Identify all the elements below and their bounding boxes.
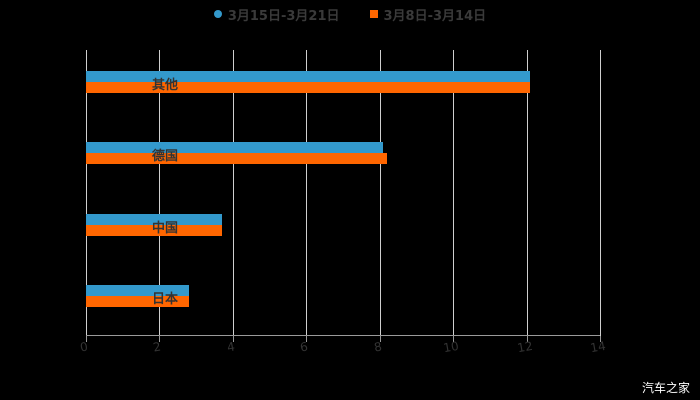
- x-tick-label: 10: [442, 338, 460, 356]
- axis-tick: [306, 336, 308, 342]
- category-label: 日本: [151, 292, 178, 308]
- bar[interactable]: [86, 153, 388, 165]
- gridline: [232, 50, 234, 336]
- legend-item-series-2[interactable]: 3月8日-3月14日: [369, 5, 487, 24]
- x-tick-label: 2: [152, 339, 163, 355]
- gridline: [379, 50, 381, 336]
- bar[interactable]: [86, 81, 531, 93]
- category-label: 德国: [151, 149, 178, 165]
- category-label: 中国: [151, 220, 178, 236]
- gridline: [159, 50, 161, 336]
- bar[interactable]: [86, 285, 189, 297]
- x-tick-label: 14: [589, 338, 607, 356]
- plot-area: 0 2 4 6 8 10 12 14: [79, 50, 607, 355]
- legend-label: 3月15日-3月21日: [227, 8, 340, 24]
- axis-tick: [600, 336, 601, 342]
- legend-swatch-blue-icon: [213, 10, 222, 18]
- x-tick-label: 0: [79, 339, 89, 355]
- gridline: [526, 50, 528, 336]
- x-tick-label: 6: [299, 339, 310, 355]
- legend-label: 3月8日-3月14日: [383, 8, 487, 24]
- axis-tick: [86, 336, 87, 342]
- bar[interactable]: [86, 224, 222, 236]
- bar[interactable]: [86, 142, 384, 154]
- gridline: [306, 50, 308, 336]
- axis-tick: [232, 336, 234, 342]
- axis-tick: [453, 336, 455, 342]
- axis-tick: [526, 336, 528, 342]
- x-tick-label: 8: [372, 339, 383, 355]
- bar[interactable]: [86, 70, 531, 82]
- x-tick-label: 12: [515, 338, 534, 356]
- x-tick-label: 4: [225, 339, 236, 355]
- axis-tick: [159, 336, 161, 342]
- gridline: [600, 50, 601, 336]
- gridline: [453, 50, 455, 336]
- bar[interactable]: [86, 296, 189, 308]
- axis-tick: [379, 336, 381, 342]
- legend-swatch-orange-icon: [369, 10, 378, 18]
- category-label: 其他: [151, 77, 178, 93]
- watermark: 汽车之家: [641, 381, 690, 395]
- chart-legend: 3月15日-3月21日 3月8日-3月14日: [0, 4, 700, 24]
- x-axis-line: [86, 335, 600, 336]
- bar[interactable]: [86, 213, 222, 225]
- gridline: [86, 50, 87, 336]
- legend-item-series-1[interactable]: 3月15日-3月21日: [213, 5, 340, 24]
